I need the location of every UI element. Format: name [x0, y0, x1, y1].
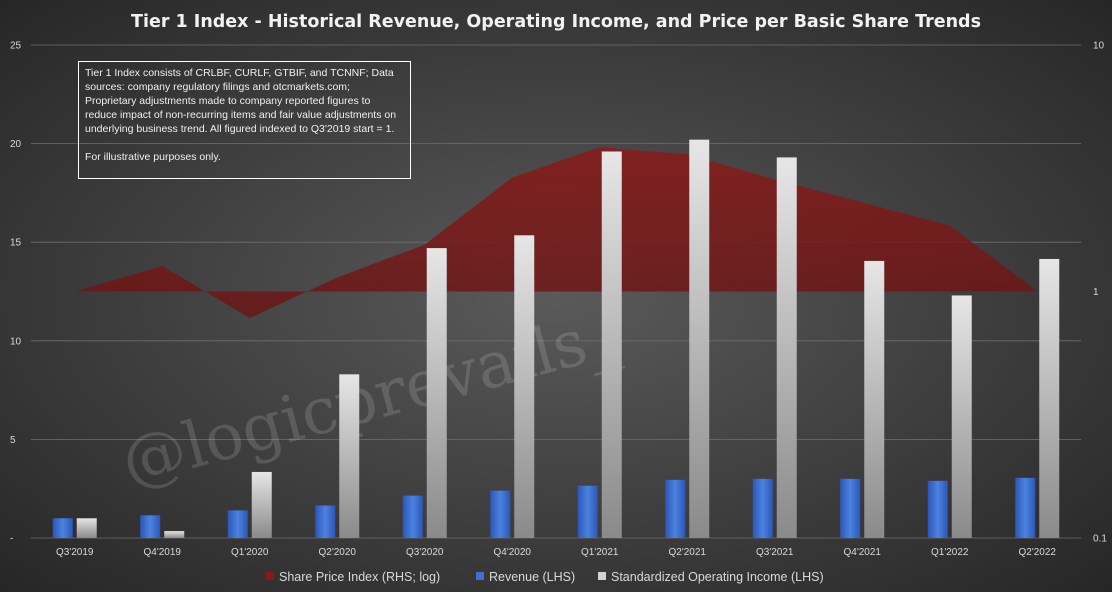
chart-title: Tier 1 Index - Historical Revenue, Opera…	[131, 12, 981, 32]
legend-label: Revenue (LHS)	[489, 570, 575, 584]
revenue-bar-Q3'2020	[402, 495, 423, 538]
category-tick-label: Q3'2021	[756, 547, 794, 558]
left-tick-label: 5	[10, 435, 16, 446]
right-tick-label: 1	[1093, 287, 1099, 298]
revenue-bar-Q3'2019	[52, 518, 73, 538]
left-tick-label: 10	[10, 336, 22, 347]
operating-income-bar-Q4'2019	[164, 531, 185, 538]
operating-income-bar-Q2'2020	[339, 374, 360, 538]
category-tick-label: Q3'2020	[406, 547, 444, 558]
operating-income-bar-Q3'2019	[76, 518, 97, 538]
operating-income-bar-Q1'2020	[251, 471, 272, 538]
category-tick-label: Q4'2020	[494, 547, 532, 558]
operating-income-bar-Q2'2021	[689, 139, 710, 538]
operating-income-bar-Q3'2021	[776, 157, 797, 539]
legend-swatch-0	[266, 572, 274, 580]
category-tick-label: Q2'2022	[1019, 547, 1057, 558]
legend: Share Price Index (RHS; log) Revenue (LHS…	[266, 570, 824, 584]
operating-income-bar-Q4'2021	[864, 260, 885, 538]
right-tick-label: 0.1	[1093, 534, 1107, 545]
left-tick-label: 15	[10, 238, 22, 249]
annotation-disclaimer: For illustrative purposes only.	[85, 151, 221, 163]
category-tick-label: Q3'2019	[56, 547, 94, 558]
operating-income-bar-Q1'2022	[951, 295, 972, 538]
revenue-bar-Q1'2021	[577, 485, 598, 538]
right-tick-label: 10	[1093, 41, 1105, 52]
axes: - 5 10 15 20 25 0.1 1 10 Q3'2019 Q4'2019 Q1'2020 Q2'…	[10, 41, 1107, 559]
operating-income-bar-Q3'2020	[426, 248, 447, 538]
category-tick-label: Q4'2021	[844, 547, 882, 558]
revenue-bar-Q3'2021	[752, 478, 773, 538]
category-tick-label: Q1'2022	[931, 547, 969, 558]
category-tick-label: Q2'2021	[669, 547, 707, 558]
revenue-bar-Q2'2021	[665, 479, 686, 538]
category-tick-label: Q4'2019	[144, 547, 182, 558]
operating-income-bar-Q2'2022	[1039, 258, 1060, 538]
annotation-text: Tier 1 Index consists of CRLBF, CURLF, G…	[85, 67, 397, 135]
category-tick-label: Q1'2021	[581, 547, 619, 558]
revenue-bar-Q2'2020	[315, 505, 336, 538]
operating-income-bar-Q1'2021	[601, 151, 622, 538]
bars	[52, 139, 1060, 539]
operating-income-bar-Q4'2020	[514, 235, 535, 538]
legend-swatch-1	[476, 572, 484, 580]
left-tick-label: 20	[10, 139, 22, 150]
category-tick-label: Q2'2020	[319, 547, 357, 558]
legend-swatch-2	[598, 572, 606, 580]
left-tick-label: 25	[10, 41, 22, 52]
legend-label: Share Price Index (RHS; log)	[279, 570, 440, 584]
revenue-bar-Q1'2022	[927, 480, 948, 538]
revenue-bar-Q4'2021	[840, 478, 861, 538]
revenue-bar-Q4'2019	[140, 515, 161, 538]
annotation-box: Tier 1 Index consists of CRLBF, CURLF, G…	[78, 61, 411, 179]
revenue-bar-Q2'2022	[1015, 477, 1036, 538]
revenue-bar-Q1'2020	[227, 510, 248, 538]
left-tick-label: -	[10, 534, 13, 545]
legend-label: Standardized Operating Income (LHS)	[611, 570, 824, 584]
category-tick-label: Q1'2020	[231, 547, 269, 558]
revenue-bar-Q4'2020	[490, 490, 511, 538]
